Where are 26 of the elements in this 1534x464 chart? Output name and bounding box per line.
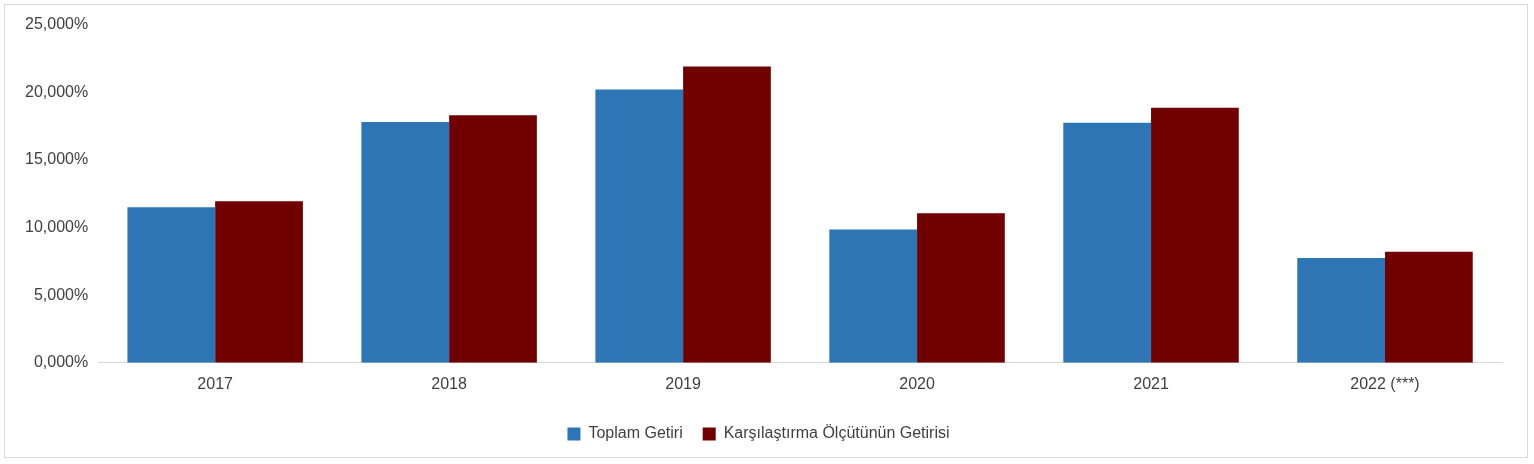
y-tick-label: 5,000% bbox=[33, 285, 89, 303]
bar bbox=[683, 66, 771, 363]
bar bbox=[595, 89, 684, 363]
x-tick-label: 2019 bbox=[665, 374, 701, 392]
x-tick-label: 2022 (***) bbox=[1350, 374, 1420, 392]
bar bbox=[917, 213, 1005, 363]
y-tick-label: 25,000% bbox=[24, 15, 89, 33]
y-tick-label: 10,000% bbox=[24, 217, 89, 235]
bar bbox=[361, 122, 450, 363]
bar bbox=[1297, 257, 1386, 363]
x-tick-label: 2020 bbox=[899, 374, 935, 392]
y-tick-label: 15,000% bbox=[24, 150, 89, 168]
x-tick-label: 2018 bbox=[431, 374, 468, 392]
y-tick-label: 20,000% bbox=[24, 82, 89, 100]
legend-label: Karşılaştırma Ölçütünün Getirisi bbox=[723, 424, 950, 442]
bar bbox=[1063, 122, 1152, 363]
x-tick-label: 2017 bbox=[197, 374, 234, 392]
bar bbox=[829, 229, 918, 363]
y-tick-label: 0,000% bbox=[33, 353, 89, 371]
bar bbox=[449, 115, 537, 363]
bar bbox=[215, 201, 303, 363]
x-tick-label: 2021 bbox=[1133, 374, 1169, 392]
bar bbox=[127, 207, 216, 363]
bar bbox=[1385, 251, 1473, 363]
legend-label: Toplam Getiri bbox=[588, 424, 683, 442]
bar bbox=[1151, 107, 1239, 363]
